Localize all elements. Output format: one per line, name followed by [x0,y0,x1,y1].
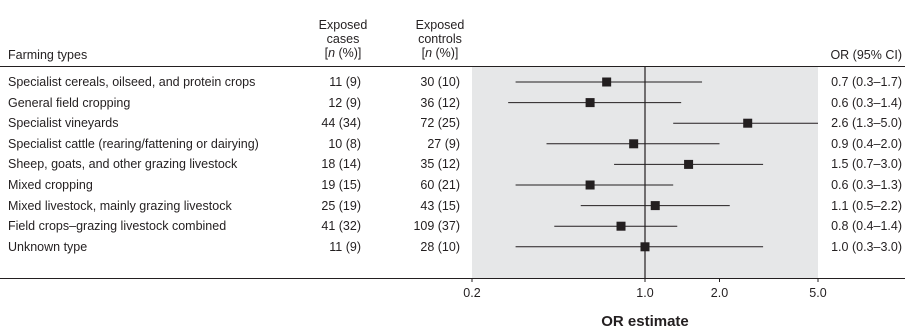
row-or-ci: 0.7 (0.3–1.7) [831,75,902,89]
row-or-ci: 0.6 (0.3–1.3) [831,178,902,192]
x-tick-label: 1.0 [636,286,653,300]
row-controls: 30 (10) [420,75,460,89]
row-cases: 18 (14) [321,157,361,172]
pct-close: (%)] [432,46,459,60]
or-ci-header: OR (95% CI) [830,48,902,62]
bracket-open: [ [421,46,426,60]
row-label: Unknown type [8,239,88,254]
or-marker [616,221,626,231]
row-cases: 44 (34) [321,116,361,131]
row-controls: 27 (9) [427,136,460,151]
pct-close: (%)] [335,46,362,60]
row-label: Specialist vineyards [8,116,119,131]
row-or-ci: 2.6 (1.3–5.0) [831,116,902,131]
row-label: Mixed cropping [8,178,93,192]
row-cases: 10 (8) [328,136,361,151]
x-tick-label: 0.2 [463,286,480,300]
row-cases: 11 (9) [329,239,361,254]
row-controls: 35 (12) [420,157,460,172]
exposed-controls-header: Exposed controls [n (%)] [408,18,472,60]
row-label: Mixed livestock, mainly grazing livestoc… [8,198,232,213]
row-controls: 43 (15) [420,198,460,213]
cases-header-line3: [n (%)] [313,46,373,60]
controls-header-line1: Exposed [415,18,465,32]
row-cases: 19 (15) [321,178,361,192]
exposed-cases-header: Exposed cases [n (%)] [313,18,373,60]
row-or-ci: 1.5 (0.7–3.0) [831,157,902,172]
row-or-ci: 0.8 (0.4–1.4) [831,219,902,234]
row-label: Specialist cereals, oilseed, and protein… [8,75,256,89]
row-label: Sheep, goats, and other grazing livestoc… [8,157,238,172]
cases-header-line2: cases [326,32,360,46]
or-marker [743,118,753,128]
row-controls: 28 (10) [420,239,460,254]
or-marker [640,242,650,252]
farming-types-header: Farming types [8,48,88,62]
or-marker [650,201,660,211]
row-or-ci: 0.9 (0.4–2.0) [831,136,902,151]
or-marker [684,159,694,169]
x-axis-title: OR estimate [601,313,689,330]
row-controls: 36 (12) [420,95,460,110]
row-label: Field crops–grazing livestock combined [8,219,227,234]
bracket-open: [ [324,46,329,60]
row-or-ci: 1.1 (0.5–2.2) [831,198,902,213]
controls-header-line3: [n (%)] [408,46,472,60]
or-marker [629,139,639,149]
controls-header-line2: controls [418,32,462,46]
row-cases: 41 (32) [321,219,361,234]
row-controls: 72 (25) [420,116,460,131]
n-italic: n [328,46,336,60]
row-label: Specialist cattle (rearing/fattening or … [8,136,259,151]
row-cases: 25 (19) [321,198,361,213]
header-rule [0,66,905,67]
or-marker [585,180,595,190]
or-marker [602,77,612,87]
cases-header-line1: Exposed [318,18,368,32]
row-controls: 109 (37) [413,219,460,234]
row-cases: 11 (9) [329,75,361,89]
x-tick-label: 5.0 [809,286,826,300]
row-or-ci: 0.6 (0.3–1.4) [831,95,902,110]
x-tick-label: 2.0 [711,286,728,300]
n-italic: n [425,46,433,60]
row-or-ci: 1.0 (0.3–3.0) [831,239,902,254]
or-marker [585,98,595,108]
row-label: General field cropping [8,95,131,110]
row-cases: 12 (9) [328,95,361,110]
row-controls: 60 (21) [420,178,460,192]
